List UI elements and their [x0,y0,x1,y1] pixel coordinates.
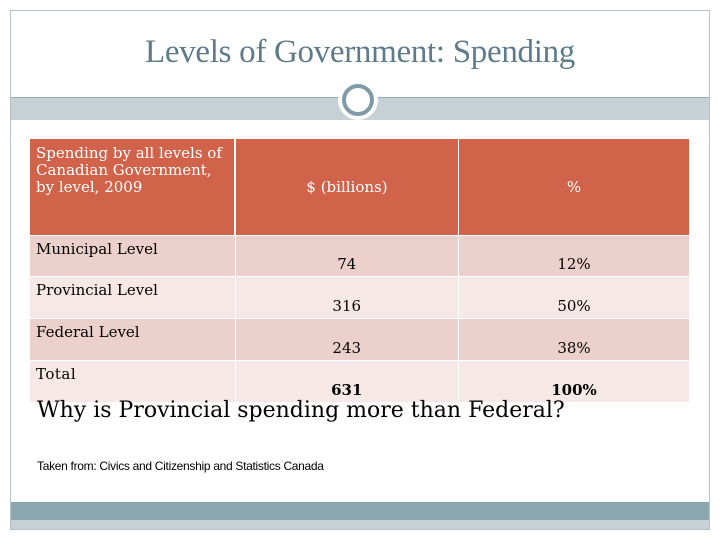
table-row: Federal Level 243 38% [30,318,690,361]
row-label: Provincial Level [30,276,236,319]
table-row: Provincial Level 316 50% [30,276,690,319]
table-total-row: Total 631 100% [30,360,690,402]
table-row: Municipal Level 74 12% [30,235,690,277]
total-percent: 100% [458,360,690,402]
slide-title: Levels of Government: Spending [145,34,575,70]
table-header-billions: $ (billions) [235,139,459,236]
bottom-accent-bar [11,502,709,520]
table-header-level: Spending by all levels of Canadian Gover… [30,139,236,236]
row-label: Municipal Level [30,235,236,277]
spending-table: Spending by all levels of Canadian Gover… [30,139,690,402]
table-header-row: Spending by all levels of Canadian Gover… [30,139,690,236]
row-billions: 316 [235,276,459,319]
row-percent: 12% [458,235,690,277]
total-billions: 631 [235,360,459,402]
table-header-percent: % [458,139,690,236]
discussion-question: Why is Provincial spending more than Fed… [37,398,565,423]
circle-ornament-ring [342,84,374,116]
row-billions: 74 [235,235,459,277]
row-percent: 38% [458,318,690,361]
total-label: Total [30,360,236,402]
source-citation: Taken from: Civics and Citizenship and S… [37,459,324,473]
row-percent: 50% [458,276,690,319]
row-billions: 243 [235,318,459,361]
row-label: Federal Level [30,318,236,361]
